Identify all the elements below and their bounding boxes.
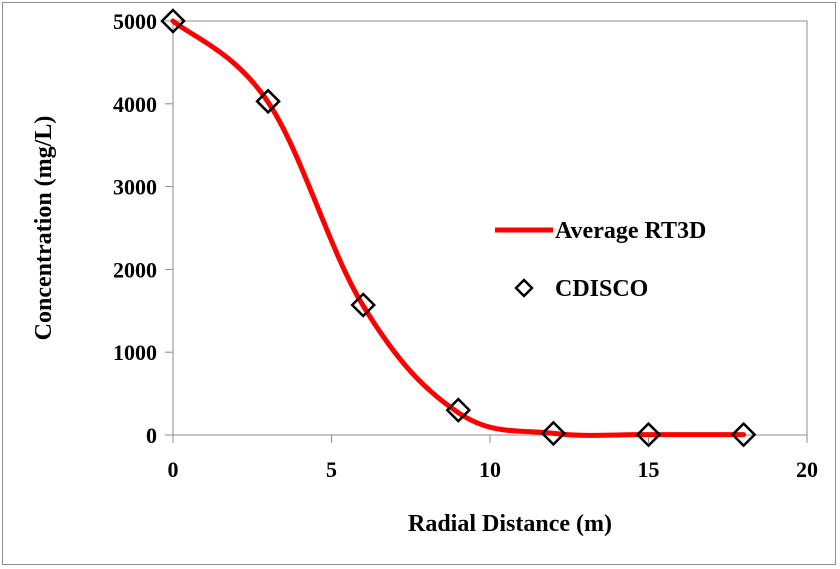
y-tick-label: 2000 [113, 257, 157, 282]
y-tick-label: 5000 [113, 9, 157, 34]
x-axis-title: Radial Distance (m) [408, 511, 612, 537]
data-point-cdisco [350, 292, 376, 318]
y-tick-label: 4000 [113, 92, 157, 117]
legend-label-average-rt3d: Average RT3D [555, 218, 706, 244]
x-axis: 0 5 10 15 20 [168, 434, 818, 482]
y-tick-label: 1000 [113, 340, 157, 365]
data-point-cdisco [255, 88, 281, 115]
data-point-cdisco [730, 421, 757, 448]
data-point-cdisco [445, 397, 472, 423]
x-tick-label: 0 [168, 457, 179, 482]
y-axis-title: Concentration (mg/L) [31, 116, 57, 341]
x-tick-label: 15 [638, 457, 660, 482]
y-tick-label: 0 [146, 423, 157, 448]
legend-label-cdisco: CDISCO [555, 276, 648, 302]
series-marker-layer [160, 8, 757, 448]
plot-area [172, 20, 808, 436]
data-point-cdisco [540, 420, 567, 447]
x-tick-label: 10 [479, 457, 501, 482]
x-tick-label: 20 [796, 457, 818, 482]
x-tick-label: 5 [326, 457, 337, 482]
data-point-cdisco [160, 8, 186, 34]
y-tick-label: 3000 [113, 175, 157, 200]
legend-marker-swatch [514, 278, 534, 298]
y-axis: 0 1000 2000 3000 4000 5000 [113, 9, 174, 448]
line-chart: 0 1000 2000 3000 4000 5000 0 5 10 15 20 Concentra… [31, 8, 818, 537]
data-point-cdisco [635, 421, 662, 448]
legend: Average RT3D CDISCO [495, 218, 706, 302]
